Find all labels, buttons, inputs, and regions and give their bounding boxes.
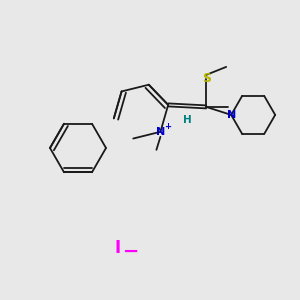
Text: I: I xyxy=(115,239,121,257)
Text: −: − xyxy=(123,242,139,260)
Text: N: N xyxy=(226,110,236,120)
Text: S: S xyxy=(202,72,211,86)
Text: H: H xyxy=(183,115,192,125)
Text: +: + xyxy=(164,122,171,131)
Text: N: N xyxy=(156,127,165,137)
